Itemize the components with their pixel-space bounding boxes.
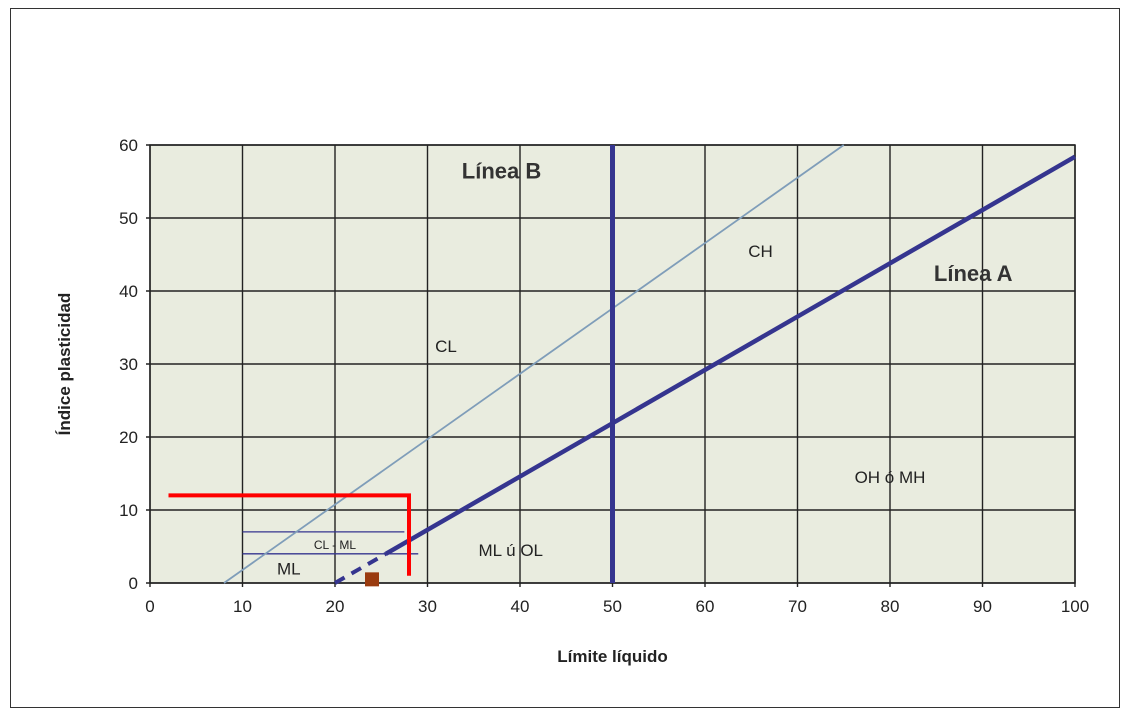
y-tick-label: 50: [119, 209, 138, 228]
region-label: CL: [435, 337, 457, 356]
line-a: [384, 154, 1077, 556]
highlight-lines: [168, 493, 411, 576]
x-tick-label: 40: [511, 597, 530, 616]
x-tick-label: 70: [788, 597, 807, 616]
x-tick-label: 90: [973, 597, 992, 616]
x-tick-label: 20: [326, 597, 345, 616]
y-tick-label: 60: [119, 136, 138, 155]
x-tick-label: 80: [881, 597, 900, 616]
region-label: CH: [748, 242, 773, 261]
region-label: OH ó MH: [855, 468, 926, 487]
chart-annotations: CL CH OH ó MH ML ú OL ML CL - ML Línea A Línea …: [277, 159, 1013, 579]
y-axis-title: Índice plasticidad: [55, 293, 74, 436]
y-tick-label: 30: [119, 355, 138, 374]
line-a-dashed-segment: [334, 552, 387, 585]
sample-point: [365, 572, 379, 587]
x-tick-label: 100: [1061, 597, 1089, 616]
x-tick-label: 50: [603, 597, 622, 616]
region-label: ML: [277, 559, 301, 578]
y-tick-label: 40: [119, 282, 138, 301]
y-tick-label: 0: [129, 574, 138, 593]
line-label: Línea B: [462, 159, 541, 184]
y-tick-label: 10: [119, 501, 138, 520]
y-tick-label: 20: [119, 428, 138, 447]
line-label: Línea A: [934, 261, 1013, 286]
x-tick-label: 30: [418, 597, 437, 616]
y-tick-labels: 0 10 20 30 40 50 60: [119, 136, 138, 593]
x-tick-label: 10: [233, 597, 252, 616]
x-tick-label: 60: [696, 597, 715, 616]
region-label: ML ú OL: [478, 541, 543, 560]
x-tick-labels: 0 10 20 30 40 50 60 70 80 90 100: [145, 597, 1089, 616]
upper-limit-line: [223, 144, 845, 584]
x-axis-title: Límite líquido: [557, 647, 668, 666]
chart-series: [168, 144, 1077, 587]
x-tick-label: 0: [145, 597, 154, 616]
region-label: CL - ML: [314, 538, 357, 552]
